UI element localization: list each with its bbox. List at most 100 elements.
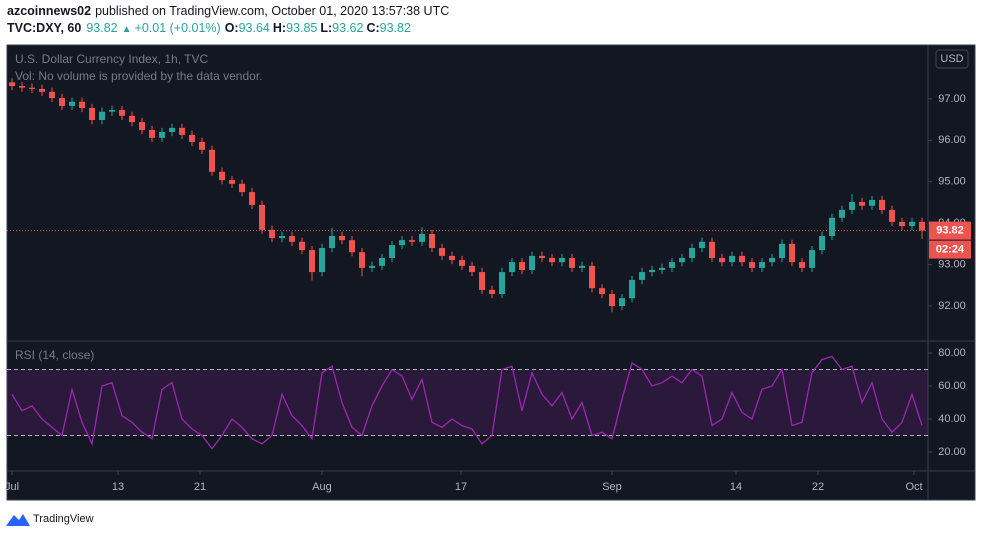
- candle-body: [859, 202, 865, 206]
- candle-body: [519, 262, 525, 270]
- candle-body: [569, 257, 575, 268]
- countdown: 02:24: [936, 244, 965, 256]
- candle-body: [639, 272, 645, 280]
- ohlc-value: 93.62: [332, 21, 363, 35]
- candle-body: [319, 248, 325, 273]
- candle-body: [779, 243, 785, 258]
- candle-body: [99, 111, 105, 120]
- candle-body: [479, 272, 485, 290]
- candle-body: [109, 110, 115, 112]
- y-tick-label: 40.00: [938, 413, 966, 425]
- countdown-tag: [929, 240, 971, 259]
- candle-body: [659, 267, 665, 270]
- candle-body: [789, 243, 795, 263]
- candle-body: [219, 171, 225, 181]
- candle-body: [649, 269, 655, 273]
- candle-body: [149, 129, 155, 138]
- candle-body: [549, 257, 555, 263]
- symbol: TVC:DXY, 60: [7, 21, 81, 35]
- candle-body: [249, 192, 255, 205]
- candle-body: [469, 265, 475, 273]
- candle-body: [689, 248, 695, 258]
- x-tick-label: 13: [112, 481, 124, 493]
- candle-body: [229, 180, 235, 184]
- candle-body: [499, 272, 505, 295]
- candle-body: [599, 288, 605, 295]
- candle-body: [879, 199, 885, 210]
- candle-body: [909, 221, 915, 227]
- candle-body: [199, 141, 205, 150]
- ohlc-label: O:: [225, 21, 239, 35]
- currency: USD: [940, 53, 963, 65]
- candle-body: [89, 107, 95, 120]
- candle-body: [49, 91, 55, 99]
- candle-body: [269, 229, 275, 239]
- candle-body: [129, 115, 135, 123]
- candle-body: [919, 221, 925, 231]
- y-tick-label: 92.00: [938, 300, 966, 312]
- candle-body: [349, 240, 355, 253]
- candle-body: [39, 88, 45, 92]
- candle-body: [849, 202, 855, 210]
- candle-body: [739, 255, 745, 263]
- x-tick-label: 14: [730, 481, 742, 493]
- y-tick-label: 95.00: [938, 176, 966, 188]
- published: published on TradingView.com, October 01…: [95, 4, 449, 18]
- candle-body: [189, 134, 195, 142]
- rsi-line: [11, 355, 923, 450]
- candle-body: [329, 236, 335, 249]
- candle-body: [609, 294, 615, 307]
- candle-body: [529, 255, 535, 270]
- ohlc-label: H:: [273, 21, 286, 35]
- candle-body: [619, 298, 625, 307]
- candle-body: [139, 122, 145, 130]
- quote-line: TVC:DXY, 60 93.82 ▲ +0.01 (+0.01%) O:93.64 H:…: [7, 21, 411, 35]
- author: azcoinnews02: [7, 4, 91, 18]
- y-tick-label: 96.00: [938, 134, 966, 146]
- currency-box: [935, 49, 969, 69]
- candle-body: [869, 199, 875, 206]
- candle-body: [799, 262, 805, 268]
- candle-body: [709, 241, 715, 258]
- candle-body: [359, 252, 365, 268]
- candle-body: [699, 241, 705, 249]
- candle-body: [769, 257, 775, 263]
- candle-body: [439, 248, 445, 256]
- rsi-title: RSI (14, close): [15, 348, 94, 362]
- candle-body: [839, 209, 845, 218]
- candle-body: [169, 127, 175, 133]
- x-tick-label: Jul: [5, 481, 19, 493]
- ohlc-label: L:: [320, 21, 332, 35]
- candle-body: [289, 236, 295, 242]
- candle-body: [819, 236, 825, 251]
- candle-body: [629, 279, 635, 299]
- candle-body: [729, 255, 735, 263]
- candle-body: [489, 289, 495, 295]
- x-tick-label: Sep: [602, 481, 622, 493]
- y-tick-label: 20.00: [938, 446, 966, 458]
- candle-body: [429, 233, 435, 249]
- publish-line: azcoinnews02 published on TradingView.com…: [7, 4, 449, 18]
- x-tick-label: 17: [455, 481, 467, 493]
- candle-body: [179, 127, 185, 135]
- ohlc-label: C:: [366, 21, 379, 35]
- up-arrow: ▲: [122, 24, 132, 35]
- x-tick-label: Aug: [312, 481, 332, 493]
- x-tick-label: Oct: [905, 481, 922, 493]
- candle-body: [389, 245, 395, 258]
- candle-body: [339, 236, 345, 241]
- y-tick-label: 60.00: [938, 380, 966, 392]
- candle-body: [459, 260, 465, 266]
- candle-body: [399, 240, 405, 246]
- change: +0.01 (+0.01%): [135, 21, 221, 35]
- main-title: U.S. Dollar Currency Index, 1h, TVC: [15, 52, 209, 66]
- candle-body: [559, 257, 565, 263]
- logo-icon: [6, 514, 30, 526]
- candle-body: [589, 265, 595, 289]
- footer-logo: TradingView: [6, 513, 94, 526]
- candle-body: [79, 101, 85, 108]
- x-tick-label: 22: [812, 481, 824, 493]
- candle-body: [719, 257, 725, 263]
- volume-note: Vol: No volume is provided by the data v…: [15, 69, 262, 83]
- candle-body: [239, 183, 245, 193]
